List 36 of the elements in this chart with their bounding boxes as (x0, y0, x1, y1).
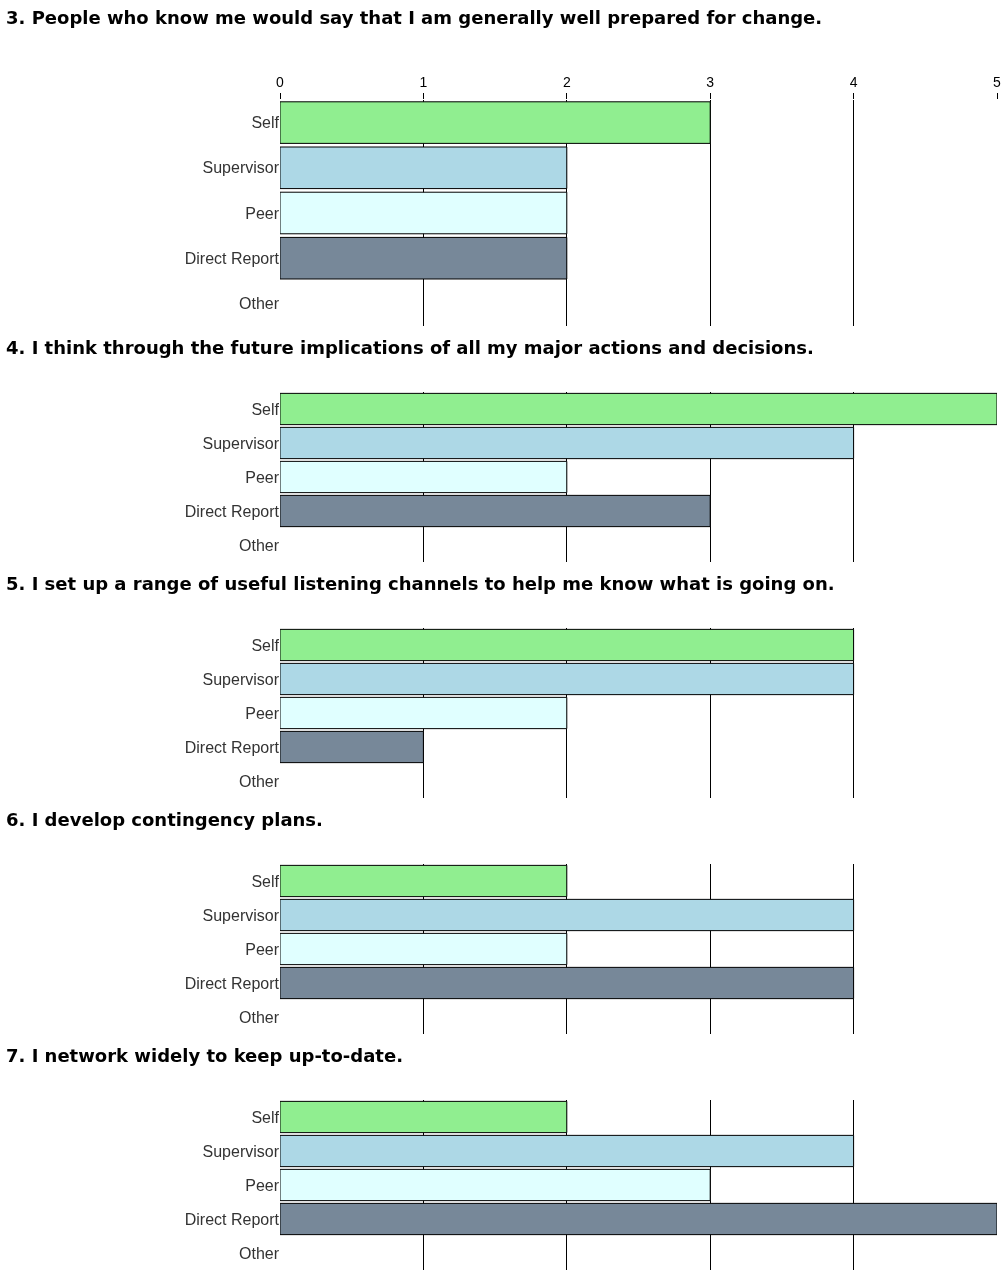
y-tick-label: Peer (245, 940, 280, 958)
y-tick-label: Peer (245, 204, 280, 222)
chart-title: 4. I think through the future implications of all my major actions and decisions. (6, 336, 815, 359)
y-tick-label: Direct Report (184, 502, 280, 520)
x-tick-label: 4 (849, 74, 858, 91)
chart-title: 3. People who know me would say that I am generally well prepared for change. (6, 6, 824, 29)
y-tick-label: Supervisor (202, 670, 280, 688)
y-tick-label: Other (238, 1008, 280, 1026)
y-tick-label: Self (251, 114, 280, 132)
y-tick-label: Supervisor (202, 1142, 280, 1160)
x-tick-label: 1 (419, 74, 428, 91)
y-tick-label: Supervisor (202, 434, 280, 452)
y-tick-label: Peer (245, 468, 280, 486)
y-tick-label: Other (238, 772, 280, 790)
chart-title: 7. I network widely to keep up-to-date. (6, 1044, 404, 1067)
y-tick-label: Peer (245, 704, 280, 722)
chart-title: 5. I set up a range of useful listening channels to help me know what is going on. (6, 572, 836, 595)
x-tick-label: 3 (706, 74, 715, 91)
chart-title: 6. I develop contingency plans. (6, 808, 324, 831)
y-tick-label: Direct Report (184, 249, 280, 267)
y-tick-label: Self (251, 636, 280, 654)
y-tick-label: Peer (245, 1176, 280, 1194)
y-tick-label: Self (251, 400, 280, 418)
y-tick-label: Self (251, 1108, 280, 1126)
y-tick-label: Supervisor (202, 906, 280, 924)
x-tick-label: 2 (562, 74, 571, 91)
y-tick-label: Direct Report (184, 974, 280, 992)
y-tick-label: Other (238, 1244, 280, 1262)
y-tick-label: Other (238, 536, 280, 554)
y-tick-label: Direct Report (184, 1210, 280, 1228)
y-tick-label: Other (238, 295, 280, 312)
x-tick-label: 5 (993, 74, 1002, 91)
y-tick-label: Supervisor (202, 159, 280, 177)
x-tick-label: 0 (276, 74, 285, 91)
y-tick-label: Direct Report (184, 738, 280, 756)
y-tick-label: Self (251, 872, 280, 890)
